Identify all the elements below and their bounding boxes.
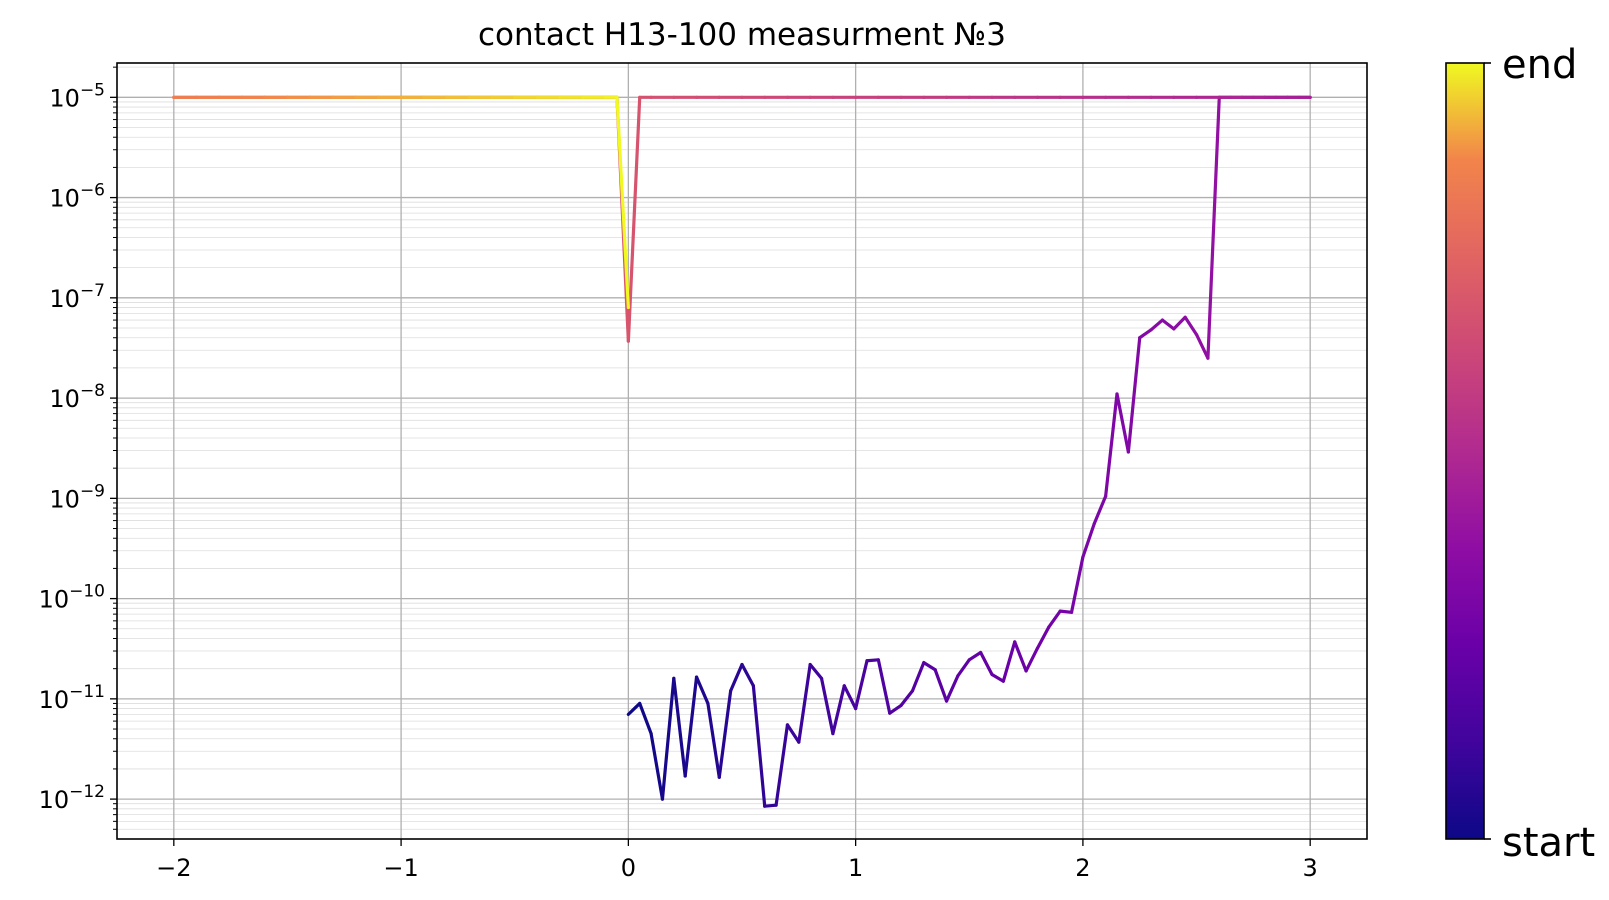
series-segment bbox=[649, 732, 665, 801]
series-segment bbox=[808, 662, 824, 680]
grid-lines bbox=[117, 63, 1367, 839]
series-segment bbox=[933, 668, 949, 703]
series-segment bbox=[751, 684, 767, 808]
series-segment bbox=[660, 676, 676, 801]
series-segment bbox=[683, 675, 699, 778]
y-axis: 10−5 10−6 10−7 10−8 10−9 10−10 10−11 10−12 bbox=[39, 66, 117, 830]
data-series-line bbox=[172, 95, 1312, 808]
series-segment bbox=[694, 675, 710, 706]
series-segment bbox=[888, 703, 903, 715]
colorbar: end start bbox=[1445, 42, 1595, 866]
series-segment bbox=[990, 672, 1005, 683]
x-tick-label: 2 bbox=[1075, 854, 1090, 882]
series-segment bbox=[1092, 494, 1108, 526]
series-segment bbox=[717, 689, 733, 779]
colorbar-label-start: start bbox=[1502, 820, 1595, 866]
series-segment bbox=[615, 95, 630, 310]
series-segment bbox=[1160, 318, 1176, 331]
series-segment bbox=[785, 723, 801, 744]
colorbar-gradient bbox=[1445, 62, 1485, 840]
series-segment bbox=[854, 659, 869, 711]
series-segment bbox=[1138, 328, 1153, 340]
series-segment bbox=[1194, 332, 1210, 360]
series-segment bbox=[1013, 640, 1028, 673]
x-tick-label: −2 bbox=[156, 854, 191, 882]
colorbar-label-end: end bbox=[1502, 42, 1577, 88]
series-segment bbox=[1172, 315, 1187, 331]
series-segment bbox=[706, 701, 721, 779]
y-tick-label: 10−9 bbox=[49, 481, 105, 513]
series-segment bbox=[1206, 95, 1221, 360]
x-tick-label: 1 bbox=[848, 854, 863, 882]
x-tick-label: 0 bbox=[621, 854, 636, 882]
y-tick-label: 10−11 bbox=[39, 682, 105, 714]
plot-frame bbox=[116, 62, 1368, 840]
series-segment bbox=[979, 650, 994, 677]
series-segment bbox=[1001, 640, 1017, 683]
series-segment bbox=[956, 658, 971, 678]
series-segment bbox=[944, 674, 960, 703]
x-axis: −2 −1 0 1 2 3 bbox=[156, 839, 1318, 882]
series-segment bbox=[740, 662, 755, 688]
series-segment bbox=[638, 701, 653, 736]
series-segment bbox=[672, 676, 687, 778]
series-segment bbox=[1058, 609, 1074, 614]
series-segment bbox=[763, 803, 778, 808]
series-segment bbox=[1115, 392, 1130, 454]
series-segment bbox=[1024, 646, 1040, 673]
y-tick-label: 10−12 bbox=[39, 782, 105, 814]
series-segment bbox=[797, 662, 812, 744]
series-segment bbox=[729, 662, 744, 693]
series-segment bbox=[1104, 392, 1119, 498]
series-segment bbox=[626, 95, 642, 343]
y-tick-label: 10−7 bbox=[49, 281, 105, 313]
series-segment bbox=[1149, 318, 1165, 332]
y-tick-label: 10−10 bbox=[39, 582, 105, 614]
series-segment bbox=[910, 660, 926, 693]
chart-title: contact H13-100 measurment №3 bbox=[478, 17, 1006, 53]
series-segment bbox=[876, 658, 892, 715]
series-segment bbox=[1069, 555, 1085, 614]
series-segment bbox=[865, 658, 880, 663]
series-segment bbox=[1047, 609, 1062, 629]
y-tick-label: 10−8 bbox=[49, 381, 105, 413]
series-segment bbox=[1081, 521, 1096, 559]
series-segment bbox=[1126, 336, 1142, 454]
y-tick-label: 10−5 bbox=[49, 80, 105, 112]
series-segment bbox=[626, 701, 642, 716]
series-segment bbox=[922, 660, 937, 672]
series-segment bbox=[1183, 315, 1199, 337]
series-segment bbox=[1035, 625, 1051, 650]
y-tick-label: 10−6 bbox=[49, 181, 105, 213]
series-segment bbox=[831, 684, 846, 736]
x-tick-label: 3 bbox=[1303, 854, 1318, 882]
series-segment bbox=[967, 650, 983, 662]
series-segment bbox=[819, 676, 835, 736]
series-segment bbox=[842, 684, 858, 711]
series-segment bbox=[899, 689, 915, 708]
x-tick-label: −1 bbox=[383, 854, 418, 882]
series-segment bbox=[774, 723, 790, 807]
